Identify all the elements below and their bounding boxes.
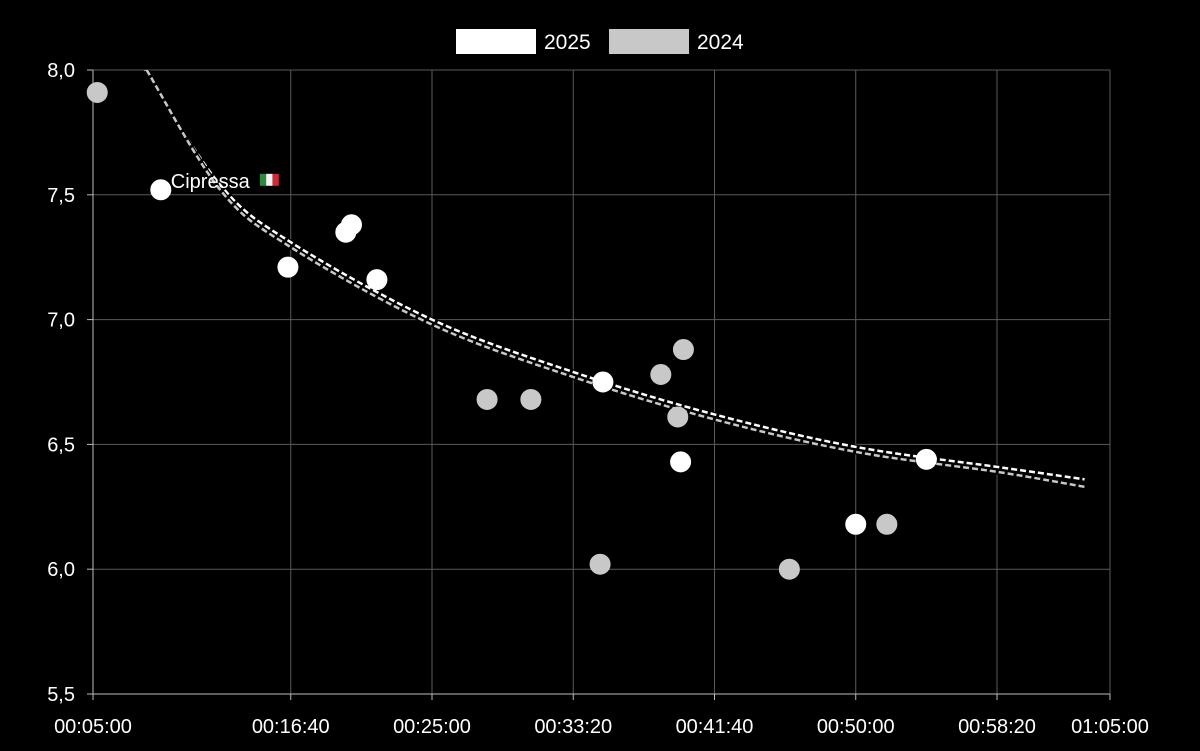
x-tick-label: 00:50:00	[817, 716, 895, 738]
legend: 2025 2024	[456, 29, 744, 54]
data-point-2025	[366, 269, 388, 291]
legend-label-2025: 2025	[544, 31, 591, 54]
data-point-2025	[845, 513, 867, 535]
point-label: Cipressa	[171, 171, 251, 193]
data-point-2024	[520, 388, 542, 410]
x-tick-label: 00:16:40	[252, 716, 330, 738]
data-points	[86, 81, 937, 580]
flag-stripe-green	[259, 173, 267, 186]
data-point-2025	[592, 371, 614, 393]
legend-swatch-2025	[456, 29, 536, 54]
x-tick-label: 00:58:20	[958, 716, 1036, 738]
data-point-2025	[277, 256, 299, 278]
y-tick-label: 8,0	[47, 60, 75, 82]
data-point-2024	[589, 553, 611, 575]
data-point-2025	[150, 179, 172, 201]
flag-stripe-red	[272, 173, 279, 186]
data-point-2025	[340, 214, 362, 236]
flag-stripe-white	[266, 173, 273, 186]
y-tick-label: 7,5	[47, 185, 75, 207]
data-point-2024	[876, 513, 898, 535]
data-point-2024	[476, 388, 498, 410]
italy-flag-icon	[259, 173, 279, 186]
data-point-2024	[778, 558, 800, 580]
annotations: Cipressa	[171, 171, 279, 193]
x-tick-label: 00:25:00	[393, 716, 471, 738]
data-point-2024	[86, 81, 108, 103]
x-tick-label: 00:33:20	[534, 716, 612, 738]
trend-line-2024	[145, 70, 1085, 489]
data-point-2024	[667, 406, 689, 428]
x-tick-label: 00:05:00	[54, 716, 132, 738]
legend-swatch-2024	[609, 29, 689, 54]
trend-line-2024-outline	[144, 70, 1085, 490]
x-tick-label: 00:41:40	[676, 716, 754, 738]
y-tick-label: 6,0	[47, 559, 75, 581]
y-tick-label: 6,5	[47, 434, 75, 456]
data-point-2024	[650, 364, 672, 386]
axes: 00:05:00 00:16:40 00:25:00 00:33:20 00:41:40…	[47, 60, 1149, 738]
data-point-2025	[915, 448, 937, 470]
legend-label-2024: 2024	[697, 31, 744, 54]
data-point-2024	[672, 339, 694, 361]
data-point-2025	[670, 451, 692, 473]
x-tick-label: 01:05:00	[1071, 716, 1149, 738]
trend-lines	[143, 70, 1085, 490]
y-tick-label: 7,0	[47, 310, 75, 332]
y-tick-label: 5,5	[47, 684, 75, 706]
grid	[92, 69, 1111, 695]
